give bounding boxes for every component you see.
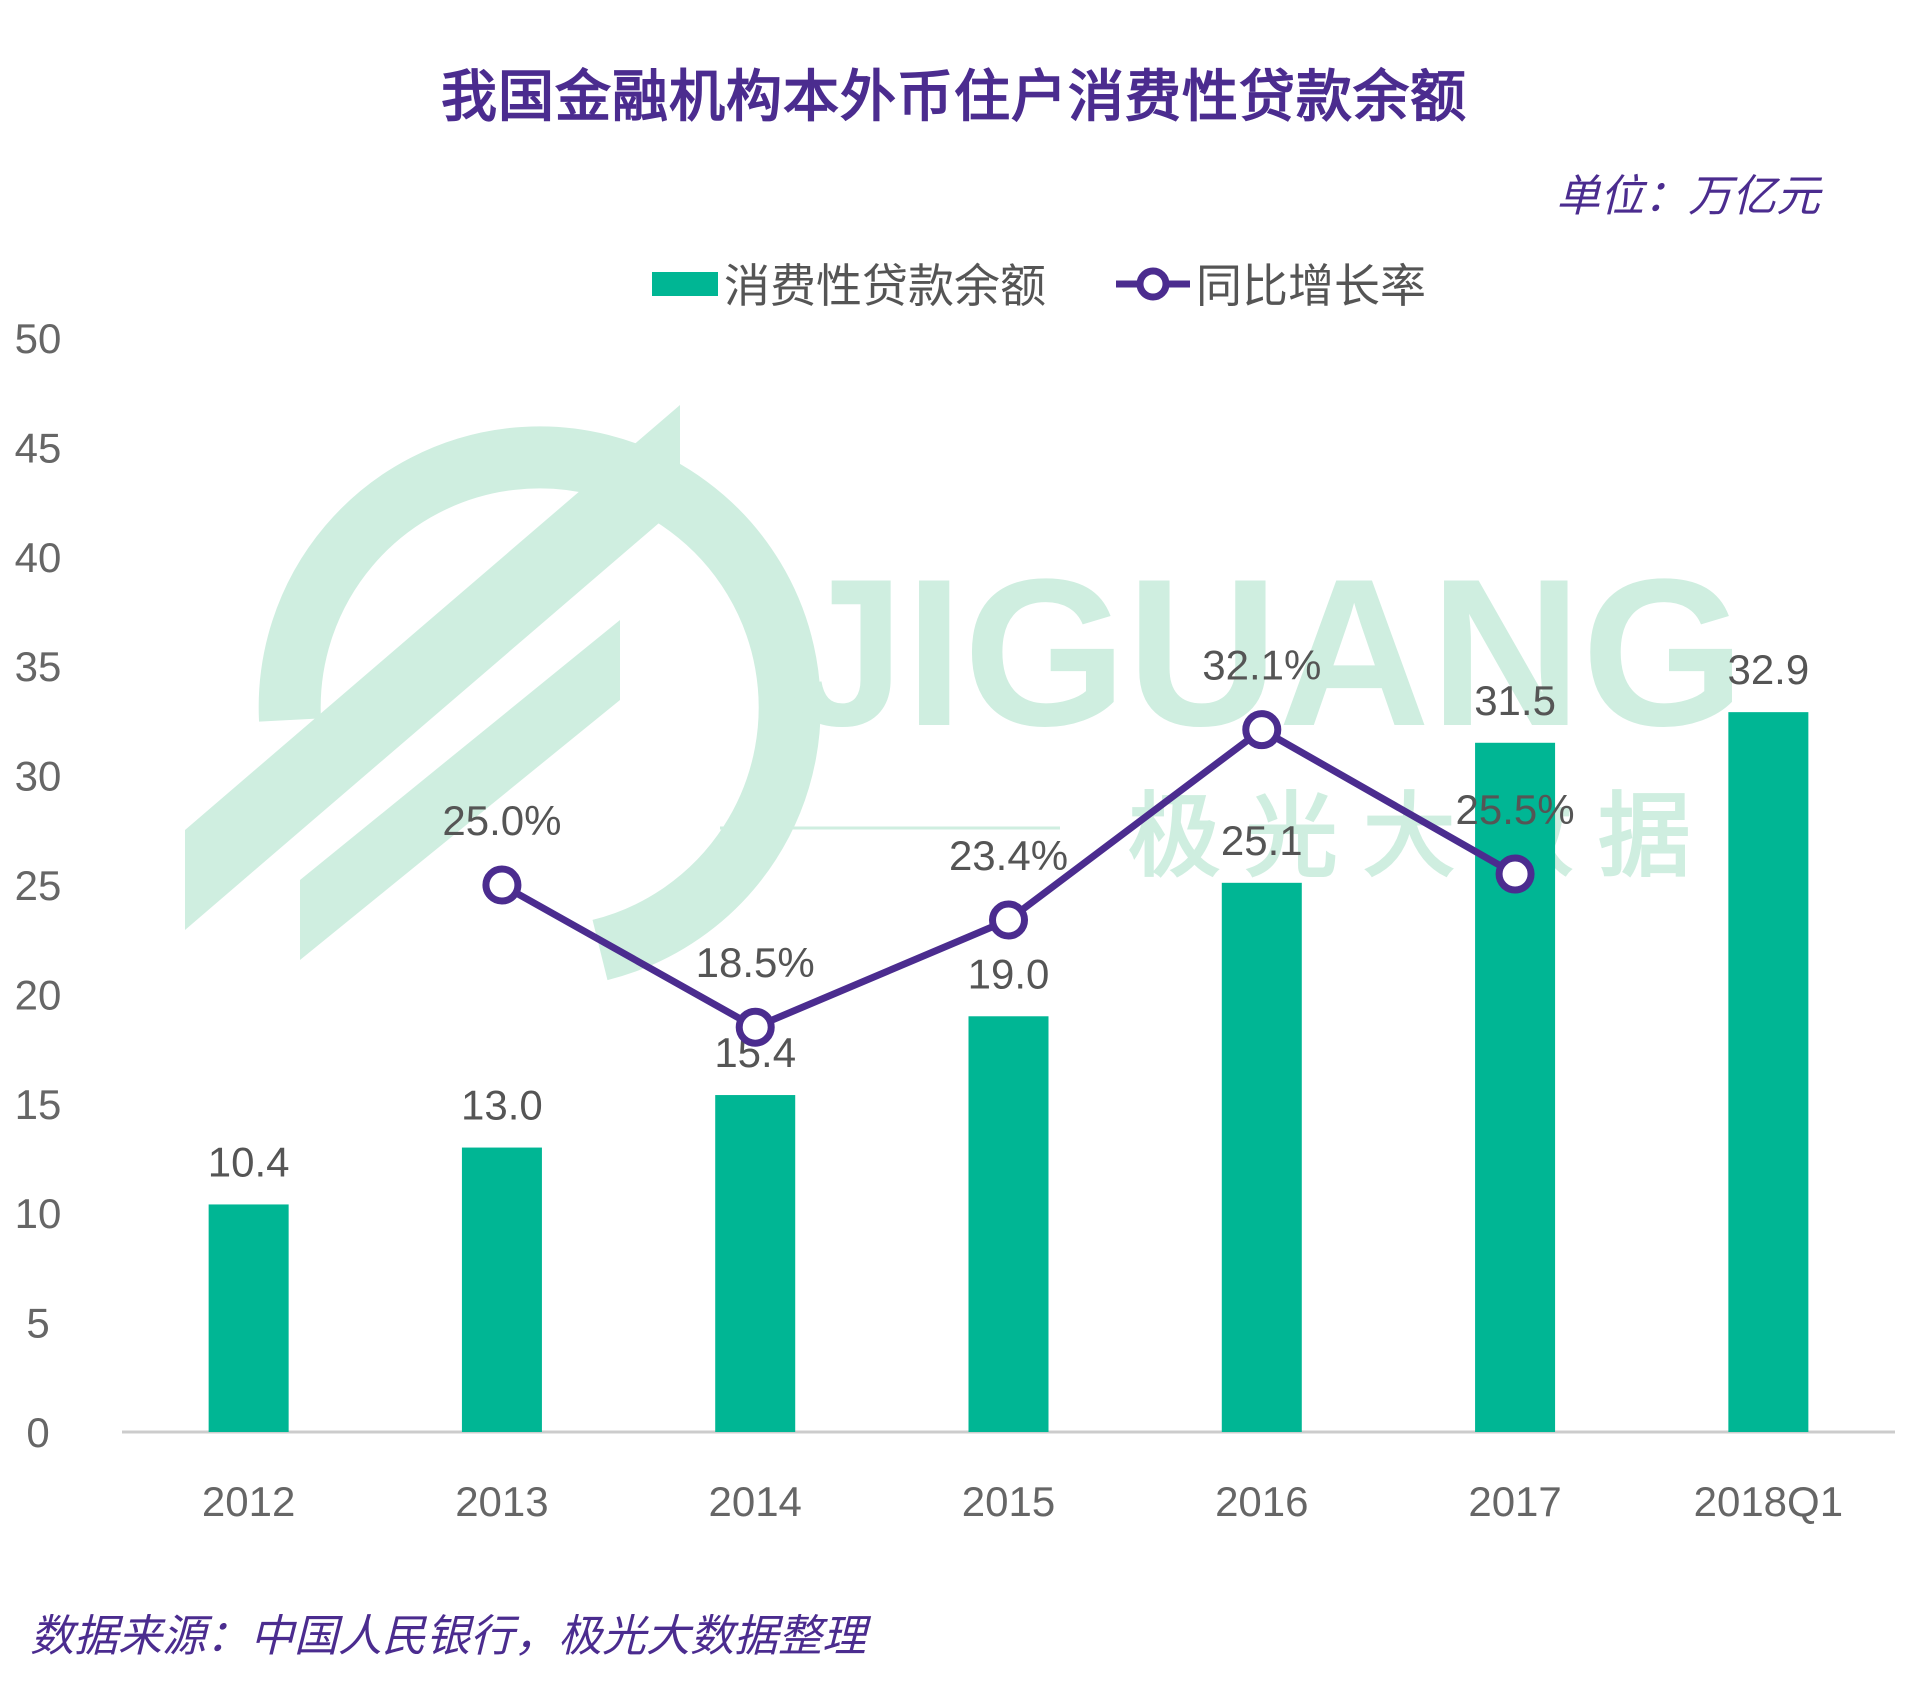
y-tick-label: 10 bbox=[15, 1190, 62, 1237]
growth-rate-marker bbox=[735, 1007, 775, 1047]
watermark-stripe bbox=[185, 405, 680, 930]
source-note: 数据来源：中国人民银行，极光大数据整理 bbox=[30, 1612, 866, 1661]
growth-rate-marker bbox=[1242, 710, 1282, 750]
watermark-ring bbox=[258, 426, 821, 981]
legend-bar-swatch bbox=[652, 272, 718, 296]
bar-2013 bbox=[461, 1147, 542, 1432]
legend-bar-label: 消费性贷款余额 bbox=[724, 260, 1046, 312]
bar-label: 32.9 bbox=[1727, 646, 1809, 693]
bar-2012 bbox=[208, 1204, 289, 1432]
y-tick-label: 35 bbox=[15, 643, 62, 690]
unit-label: 单位：万亿元 bbox=[1556, 172, 1820, 221]
bar-series: 10.413.015.419.025.131.532.9 bbox=[208, 646, 1809, 1432]
line-series: 25.0% 18.5% 23.4% 32.1% 25.5% bbox=[442, 642, 1575, 1047]
bar-2018Q1 bbox=[1728, 712, 1809, 1432]
x-tick-label: 2013 bbox=[455, 1478, 548, 1525]
x-tick-label: 2012 bbox=[202, 1478, 295, 1525]
bar-2015 bbox=[968, 1016, 1049, 1432]
x-tick-label: 2015 bbox=[962, 1478, 1055, 1525]
y-tick-label: 45 bbox=[15, 424, 62, 471]
bar-label: 25.1 bbox=[1221, 817, 1303, 864]
bar-2017 bbox=[1475, 742, 1556, 1432]
y-tick-label: 0 bbox=[26, 1409, 49, 1456]
y-tick-label: 5 bbox=[26, 1300, 49, 1347]
x-tick-label: 2014 bbox=[708, 1478, 801, 1525]
y-tick-label: 30 bbox=[15, 753, 62, 800]
y-tick-label: 25 bbox=[15, 862, 62, 909]
watermark-stripe bbox=[300, 620, 620, 960]
legend-line-label: 同比增长率 bbox=[1196, 260, 1426, 312]
growth-rate-label: 18.5% bbox=[696, 939, 815, 986]
growth-rate-marker bbox=[1495, 854, 1535, 894]
growth-rate-marker bbox=[989, 900, 1028, 940]
axes: 0 5 10 15 20 25 30 35 40 45 50 2012 2013 2014 2015 2016… bbox=[15, 315, 1895, 1525]
growth-rate-label: 25.5% bbox=[1456, 786, 1575, 833]
bar-label: 13.0 bbox=[461, 1082, 543, 1129]
growth-rate-label: 32.1% bbox=[1202, 642, 1321, 689]
growth-rate-label: 25.0% bbox=[442, 797, 561, 844]
bar-label: 31.5 bbox=[1474, 677, 1556, 724]
y-tick-label: 20 bbox=[15, 971, 62, 1018]
legend: 消费性贷款余额 同比增长率 bbox=[652, 260, 1426, 312]
watermark-subtitle: 极 光 大 数 据 bbox=[1128, 786, 1690, 888]
bar-label: 10.4 bbox=[208, 1138, 290, 1185]
y-tick-label: 40 bbox=[15, 534, 62, 581]
bar-2016 bbox=[1221, 882, 1302, 1432]
x-tick-label: 2017 bbox=[1468, 1478, 1561, 1525]
y-tick-label: 50 bbox=[15, 315, 62, 362]
legend-line-marker bbox=[1136, 267, 1170, 301]
bar-label: 19.0 bbox=[968, 950, 1050, 997]
y-tick-label: 15 bbox=[15, 1081, 62, 1128]
chart-title: 我国金融机构本外币住户消费性贷款余额 bbox=[441, 65, 1467, 128]
growth-rate-label: 23.4% bbox=[949, 832, 1068, 879]
x-tick-label: 2018Q1 bbox=[1694, 1478, 1843, 1525]
bar-2014 bbox=[715, 1095, 796, 1432]
growth-rate-marker bbox=[482, 865, 522, 905]
x-tick-label: 2016 bbox=[1215, 1478, 1308, 1525]
